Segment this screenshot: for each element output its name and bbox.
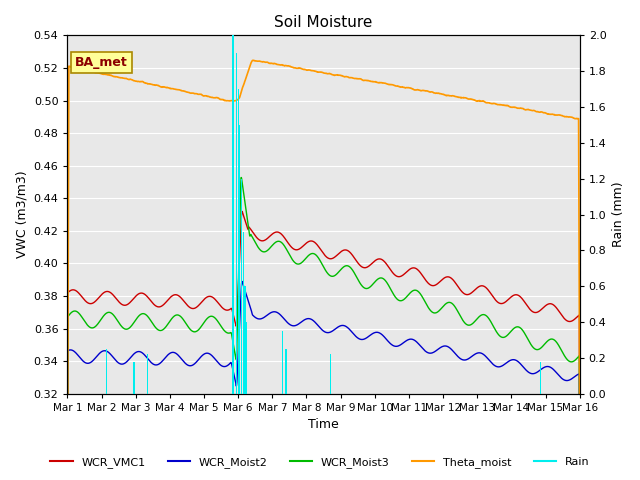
Bar [282,331,283,394]
Bar [236,53,237,394]
Title: Soil Moisture: Soil Moisture [275,15,372,30]
Bar [239,125,241,394]
Bar [243,232,244,394]
Text: BA_met: BA_met [75,56,128,69]
Bar [540,361,541,394]
Y-axis label: Rain (mm): Rain (mm) [612,182,625,247]
Bar [244,286,246,394]
Legend: WCR_VMC1, WCR_Moist2, WCR_Moist3, Theta_moist, Rain: WCR_VMC1, WCR_Moist2, WCR_Moist3, Theta_… [46,452,594,472]
X-axis label: Time: Time [308,419,339,432]
Bar [106,349,108,394]
Bar [237,89,239,394]
Bar [232,36,234,394]
Y-axis label: VWC (m3/m3): VWC (m3/m3) [15,171,28,258]
Bar [330,354,331,394]
Bar [285,349,287,394]
Bar [147,354,148,394]
Bar [246,322,247,394]
Bar [241,179,242,394]
